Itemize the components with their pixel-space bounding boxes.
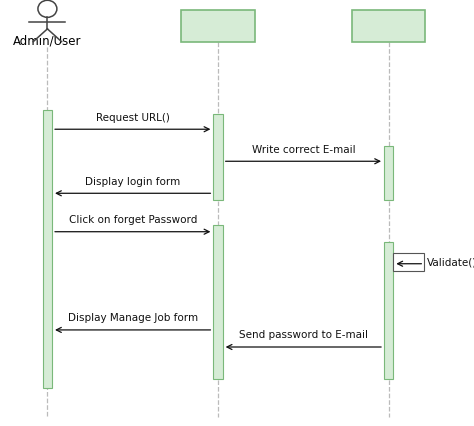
FancyBboxPatch shape (213, 115, 223, 200)
Text: Click on forget Password: Click on forget Password (69, 215, 197, 225)
FancyBboxPatch shape (384, 243, 393, 379)
FancyBboxPatch shape (43, 111, 52, 388)
FancyBboxPatch shape (384, 147, 393, 200)
Text: Database: Database (357, 20, 420, 33)
Text: Send password to E-mail: Send password to E-mail (239, 330, 368, 340)
Text: Display Manage Job form: Display Manage Job form (68, 313, 198, 322)
FancyBboxPatch shape (352, 11, 425, 43)
Text: Write correct E-mail: Write correct E-mail (252, 144, 355, 154)
Text: Interface: Interface (188, 20, 248, 33)
FancyBboxPatch shape (213, 226, 223, 379)
Text: Admin/User: Admin/User (13, 34, 82, 47)
Text: Display login form: Display login form (85, 176, 180, 186)
FancyBboxPatch shape (393, 253, 424, 271)
Text: Request URL(): Request URL() (96, 112, 170, 122)
FancyBboxPatch shape (181, 11, 255, 43)
Text: Validate(): Validate() (427, 257, 474, 267)
